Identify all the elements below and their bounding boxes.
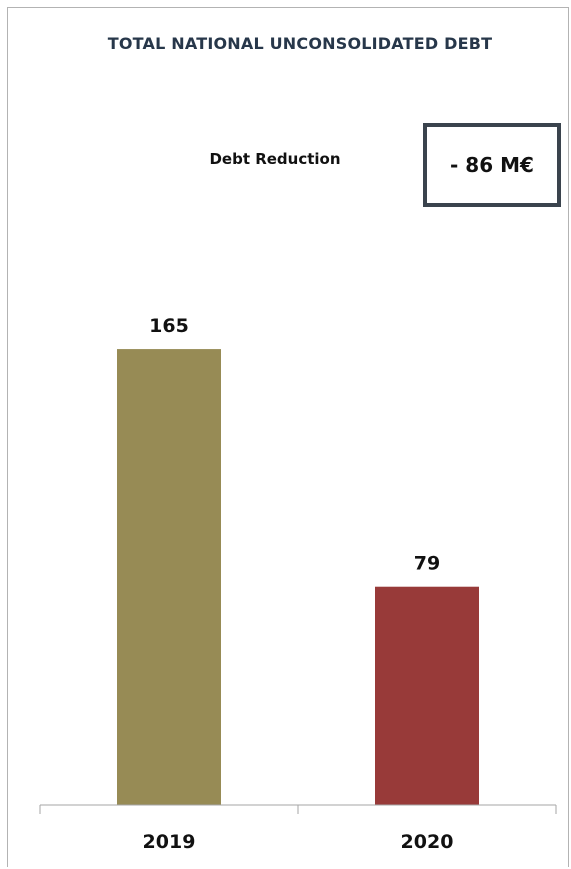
data-label-2019: 165 bbox=[149, 315, 189, 337]
bar-2019 bbox=[117, 349, 221, 805]
x-tick-label-2019: 2019 bbox=[143, 831, 196, 853]
debt-reduction-value: - 86 M€ bbox=[450, 153, 534, 177]
data-label-2020: 79 bbox=[414, 553, 440, 575]
chart-frame bbox=[7, 7, 569, 867]
debt-reduction-callout: - 86 M€ bbox=[423, 123, 561, 207]
x-tick-label-2020: 2020 bbox=[401, 831, 454, 853]
debt-reduction-label: Debt Reduction bbox=[209, 150, 341, 168]
bar-2020 bbox=[375, 586, 479, 805]
chart-title: TOTAL NATIONAL UNCONSOLIDATED DEBT bbox=[107, 34, 493, 53]
